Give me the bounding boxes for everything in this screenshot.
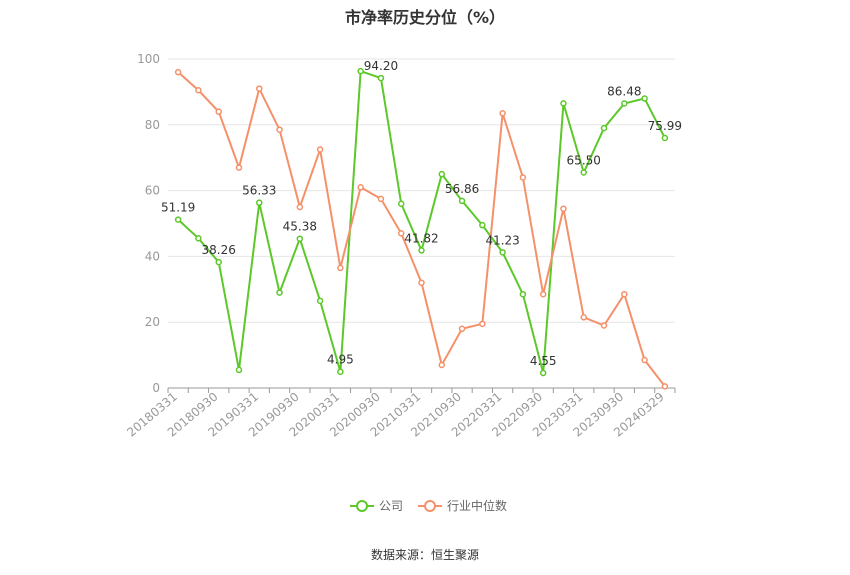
- data-point: [580, 314, 587, 321]
- data-point: [316, 297, 324, 305]
- data-point: [418, 247, 425, 254]
- data-point: [621, 290, 628, 298]
- data-point: [580, 169, 587, 176]
- legend: 公司 行业中位数: [350, 498, 507, 513]
- legend-label: 公司: [379, 499, 403, 513]
- data-label: 65.50: [567, 154, 601, 168]
- data-point: [256, 85, 263, 92]
- data-label: 56.86: [445, 182, 479, 196]
- data-point: [337, 264, 344, 272]
- data-point: [560, 205, 567, 212]
- data-point: [256, 199, 263, 206]
- y-tick-label: 80: [145, 118, 160, 132]
- legend-label: 行业中位数: [447, 498, 507, 513]
- data-point: [600, 124, 608, 132]
- data-point: [215, 108, 222, 115]
- legend-item-1: 行业中位数: [418, 498, 507, 513]
- data-point: [621, 100, 628, 107]
- data-point: [215, 258, 222, 266]
- y-tick-label: 40: [145, 249, 160, 263]
- y-tick-label: 20: [145, 315, 160, 329]
- data-source-note: 数据来源：恒生聚源: [370, 548, 479, 562]
- series-line-1: [177, 71, 666, 387]
- legend-item-0: 公司: [350, 499, 403, 513]
- data-point: [337, 368, 344, 375]
- data-label: 4.95: [327, 353, 354, 367]
- data-point: [499, 110, 506, 117]
- data-point: [438, 170, 446, 178]
- data-label: 38.26: [202, 243, 236, 257]
- data-point: [479, 320, 486, 328]
- data-point: [600, 322, 608, 329]
- data-point: [661, 383, 669, 390]
- series-lines: [174, 67, 669, 390]
- data-point: [195, 87, 202, 94]
- data-point: [438, 361, 446, 369]
- data-point: [357, 67, 364, 75]
- data-point: [235, 366, 243, 374]
- data-point: [174, 216, 182, 223]
- data-point: [235, 164, 243, 171]
- data-label: 51.19: [161, 201, 195, 215]
- data-point: [641, 356, 648, 364]
- data-label: 75.99: [648, 119, 682, 133]
- data-point: [499, 249, 506, 256]
- data-point: [296, 203, 304, 211]
- data-point: [458, 197, 466, 205]
- data-point: [560, 100, 567, 107]
- data-point: [316, 146, 324, 153]
- data-point: [397, 200, 405, 208]
- data-point: [276, 126, 283, 133]
- data-point: [397, 230, 405, 237]
- data-label: 56.33: [242, 184, 276, 198]
- data-point: [519, 290, 527, 298]
- data-label: 41.23: [485, 233, 519, 247]
- data-point: [174, 68, 182, 76]
- data-point: [519, 174, 527, 181]
- legend-swatch-marker: [356, 500, 368, 512]
- y-tick-label: 100: [137, 52, 160, 66]
- data-labels: 51.19 38.26 56.33 45.38 4.95 94.20 41.82 56.86 4…: [161, 59, 682, 368]
- data-label: 45.38: [283, 220, 317, 234]
- data-label: 86.48: [607, 84, 641, 98]
- data-point: [357, 184, 364, 191]
- data-point: [641, 95, 648, 102]
- data-point: [479, 221, 486, 229]
- data-label: 41.82: [404, 231, 438, 245]
- data-label: 4.55: [530, 354, 557, 368]
- data-point: [377, 195, 385, 203]
- y-tick-label: 60: [145, 184, 160, 198]
- data-point: [377, 74, 385, 82]
- data-label: 94.20: [364, 59, 398, 73]
- data-point: [539, 369, 547, 377]
- data-point: [276, 289, 283, 296]
- data-point: [539, 290, 547, 298]
- grid-lines: [168, 58, 675, 323]
- data-point: [418, 279, 425, 286]
- y-tick-label: 0: [152, 381, 160, 395]
- data-point: [458, 325, 466, 333]
- chart-title: 市净率历史分位（%）: [344, 8, 506, 27]
- data-point: [661, 134, 669, 142]
- legend-swatch-marker: [424, 500, 436, 512]
- data-point: [296, 235, 304, 242]
- data-point: [195, 235, 202, 242]
